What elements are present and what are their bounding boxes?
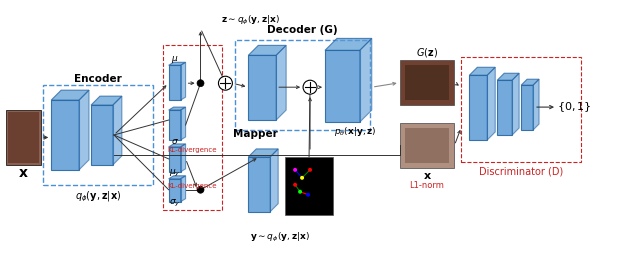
- Polygon shape: [521, 79, 539, 85]
- Circle shape: [308, 168, 312, 172]
- Polygon shape: [169, 179, 180, 202]
- Bar: [399, 60, 454, 105]
- Polygon shape: [469, 75, 487, 140]
- Text: Encoder: Encoder: [74, 74, 122, 84]
- Bar: [163, 45, 223, 210]
- Polygon shape: [521, 85, 533, 130]
- Polygon shape: [169, 176, 186, 179]
- Bar: [6, 110, 41, 165]
- Polygon shape: [248, 149, 278, 157]
- Polygon shape: [180, 107, 186, 140]
- Bar: [236, 40, 370, 130]
- Text: L1-norm: L1-norm: [410, 181, 444, 190]
- Text: $p_\theta(\mathbf{x}|\mathbf{y}, \mathbf{z})$: $p_\theta(\mathbf{x}|\mathbf{y}, \mathbf…: [333, 126, 376, 139]
- Text: KL-divergence: KL-divergence: [168, 147, 218, 153]
- Polygon shape: [325, 38, 372, 50]
- Bar: [285, 157, 333, 215]
- Polygon shape: [51, 100, 79, 170]
- Circle shape: [218, 76, 232, 90]
- Text: $\mathbf{y} \sim q_\phi(\mathbf{y}, \mathbf{z}|\mathbf{x})$: $\mathbf{y} \sim q_\phi(\mathbf{y}, \mat…: [250, 231, 310, 244]
- Polygon shape: [469, 67, 495, 75]
- Text: $G(\mathbf{z})$: $G(\mathbf{z})$: [416, 46, 438, 59]
- Text: $\sigma_y$: $\sigma_y$: [169, 198, 180, 209]
- Circle shape: [197, 80, 204, 87]
- Polygon shape: [113, 96, 122, 165]
- Polygon shape: [497, 73, 519, 80]
- Bar: [461, 57, 581, 162]
- Bar: [404, 128, 449, 163]
- Text: $\mu_y$: $\mu_y$: [169, 168, 180, 179]
- Bar: [44, 85, 153, 185]
- Polygon shape: [169, 62, 186, 65]
- Circle shape: [293, 183, 297, 187]
- Text: $\{0,1\}$: $\{0,1\}$: [557, 100, 591, 114]
- Text: $\mu$: $\mu$: [171, 54, 179, 65]
- Polygon shape: [180, 144, 186, 172]
- Text: $q_\phi(\mathbf{y}, \mathbf{z}|\mathbf{x})$: $q_\phi(\mathbf{y}, \mathbf{z}|\mathbf{x…: [75, 190, 121, 204]
- Polygon shape: [360, 38, 372, 122]
- Polygon shape: [497, 80, 512, 135]
- Polygon shape: [248, 55, 276, 120]
- Text: $\mathbf{x}$: $\mathbf{x}$: [422, 171, 431, 181]
- Bar: [399, 123, 454, 168]
- Text: $\mathbf{z} \sim q_\phi(\mathbf{y}, \mathbf{z}|\mathbf{x})$: $\mathbf{z} \sim q_\phi(\mathbf{y}, \mat…: [221, 14, 280, 27]
- Polygon shape: [325, 50, 360, 122]
- Polygon shape: [276, 45, 286, 120]
- Bar: [404, 65, 449, 100]
- Text: Discriminator (D): Discriminator (D): [479, 167, 563, 177]
- Text: Decoder (G): Decoder (G): [268, 25, 338, 35]
- Polygon shape: [169, 110, 180, 140]
- Polygon shape: [169, 65, 180, 100]
- Circle shape: [197, 186, 204, 193]
- Bar: [8, 112, 39, 163]
- Polygon shape: [512, 73, 519, 135]
- Polygon shape: [270, 149, 278, 212]
- Polygon shape: [91, 96, 122, 105]
- Text: $\sigma$: $\sigma$: [171, 138, 179, 146]
- Polygon shape: [248, 45, 286, 55]
- Circle shape: [303, 80, 317, 94]
- Circle shape: [300, 176, 304, 180]
- Text: KL-divergence: KL-divergence: [168, 183, 218, 189]
- Polygon shape: [180, 62, 186, 100]
- Polygon shape: [169, 107, 186, 110]
- Polygon shape: [51, 90, 89, 100]
- Polygon shape: [533, 79, 539, 130]
- Polygon shape: [79, 90, 89, 170]
- Polygon shape: [180, 176, 186, 202]
- Circle shape: [306, 193, 310, 197]
- Polygon shape: [169, 144, 186, 147]
- Polygon shape: [169, 147, 180, 172]
- Circle shape: [293, 168, 297, 172]
- Circle shape: [298, 190, 302, 194]
- Polygon shape: [487, 67, 495, 140]
- Polygon shape: [91, 105, 113, 165]
- Text: Mapper: Mapper: [233, 129, 278, 139]
- Polygon shape: [248, 157, 270, 212]
- Text: $\mathbf{x}$: $\mathbf{x}$: [19, 166, 29, 180]
